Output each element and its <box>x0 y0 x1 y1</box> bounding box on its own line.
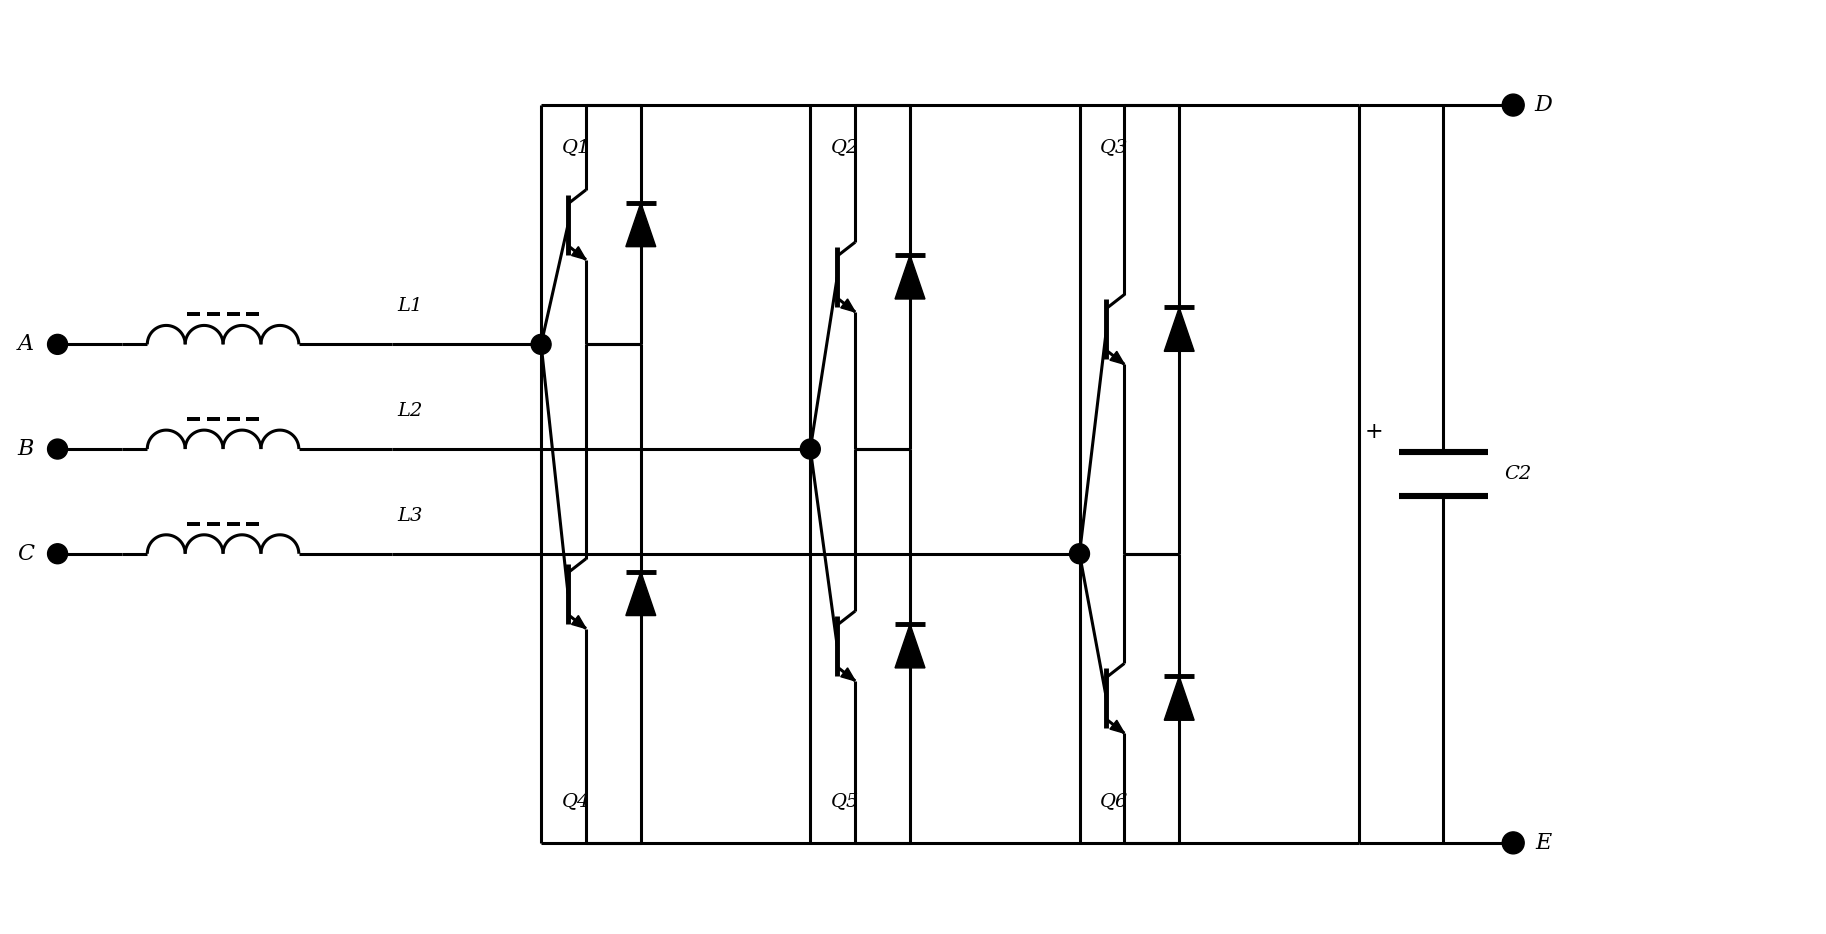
Circle shape <box>1503 832 1525 854</box>
Text: Q4: Q4 <box>562 792 590 810</box>
Text: Q2: Q2 <box>831 138 860 156</box>
Text: E: E <box>1536 832 1552 854</box>
Text: C2: C2 <box>1505 465 1532 483</box>
Polygon shape <box>572 616 586 629</box>
Text: C: C <box>16 543 35 565</box>
Polygon shape <box>1110 720 1125 733</box>
Text: Q1: Q1 <box>562 138 590 156</box>
Circle shape <box>1070 544 1090 564</box>
Circle shape <box>47 334 68 354</box>
Circle shape <box>47 439 68 459</box>
Circle shape <box>1503 94 1525 116</box>
Text: B: B <box>18 438 35 460</box>
Polygon shape <box>895 255 926 299</box>
Text: D: D <box>1534 94 1552 116</box>
Circle shape <box>47 544 68 564</box>
Text: L3: L3 <box>396 507 422 525</box>
Polygon shape <box>1165 676 1194 720</box>
Polygon shape <box>626 572 656 616</box>
Text: Q3: Q3 <box>1101 138 1128 156</box>
Polygon shape <box>1165 307 1194 351</box>
Polygon shape <box>1110 351 1125 364</box>
Text: A: A <box>18 333 33 355</box>
Text: Q6: Q6 <box>1101 792 1128 810</box>
Text: L1: L1 <box>396 297 422 316</box>
Polygon shape <box>572 247 586 260</box>
Circle shape <box>531 334 551 354</box>
Text: Q5: Q5 <box>831 792 860 810</box>
Circle shape <box>800 439 820 459</box>
Polygon shape <box>840 299 855 312</box>
Text: L2: L2 <box>396 403 422 420</box>
Polygon shape <box>840 668 855 681</box>
Polygon shape <box>895 624 926 668</box>
Polygon shape <box>626 203 656 247</box>
Text: +: + <box>1364 421 1382 443</box>
